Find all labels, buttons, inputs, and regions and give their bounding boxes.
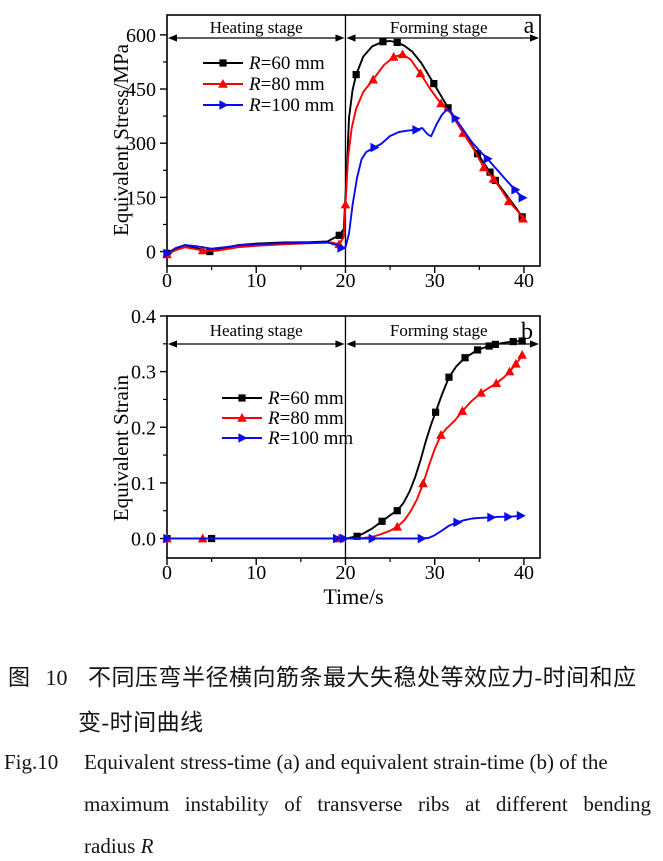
caption-radius-text: radius xyxy=(84,834,141,858)
x-tick-label: 30 xyxy=(425,270,445,292)
stage-annotation-b: Heating stage Forming stage b xyxy=(168,316,539,558)
x-tick-label: 10 xyxy=(246,270,266,292)
x-tick-label: 20 xyxy=(335,270,355,292)
legend-a: R=60 mmR=80 mmR=100 mm xyxy=(203,53,334,116)
y-tick-label: 150 xyxy=(126,187,156,209)
stage-label-forming: Forming stage xyxy=(390,321,488,340)
x-tick-label: 40 xyxy=(514,562,534,584)
y-axis-title: Equivalent Strain xyxy=(109,374,133,521)
caption-radius-symbol: R xyxy=(140,834,154,858)
legend-entry-label: R=60 mm xyxy=(248,53,325,74)
x-tick-label: 30 xyxy=(425,562,445,584)
y-tick-label: 600 xyxy=(126,25,156,47)
x-tick-label: 10 xyxy=(246,562,266,584)
y-tick-label: 300 xyxy=(126,133,156,155)
legend-b: R=60 mmR=80 mmR=100 mm xyxy=(222,388,353,449)
x-tick-label: 0 xyxy=(162,270,172,292)
stage-label-forming: Forming stage xyxy=(390,18,488,37)
legend-entry-label: R=100 mm xyxy=(248,95,334,116)
y-tick-label: 0.3 xyxy=(131,362,156,384)
axes-b: 0.0 0.1 0.2 0.3 0.4 0 10 20 30 40 xyxy=(131,306,534,584)
legend-entry-label: R=80 mm xyxy=(248,74,325,95)
panel-label-a: a xyxy=(524,13,535,39)
chart-panel-a: 0 150 300 450 600 0 10 20 30 40 Equivalent Stress/… xyxy=(109,13,541,292)
stage-label-heating: Heating stage xyxy=(210,321,303,340)
series-R-100-mm xyxy=(163,510,526,544)
x-tick-label: 0 xyxy=(162,562,172,584)
stage-label-heating: Heating stage xyxy=(210,18,303,37)
caption-zh-line2: 变-时间曲线 xyxy=(78,710,204,735)
caption-zh-line1: 不同压弯半径横向筋条最大失稳处等效应力-时间和应 xyxy=(88,665,637,690)
y-tick-label: 0.4 xyxy=(131,306,156,328)
caption-en-line1: Equivalent stress-time (a) and equivalen… xyxy=(84,750,608,774)
caption-en-line2: maximum instability of transverse ribs a… xyxy=(84,792,651,816)
caption-en-line3: radius R xyxy=(84,834,153,859)
y-tick-label: 450 xyxy=(126,79,156,101)
legend-entry-label: R=80 mm xyxy=(267,408,344,429)
legend-entry-label: R=100 mm xyxy=(267,428,353,449)
stage-annotation-a: Heating stage Forming stage a xyxy=(168,13,539,266)
plot-frame xyxy=(166,315,541,559)
caption-en-label: Fig.10 xyxy=(4,750,59,774)
x-axis-title: Time/s xyxy=(323,584,383,609)
axes-a: 0 150 300 450 600 0 10 20 30 40 xyxy=(126,25,534,292)
caption-zh-label: 图 10 xyxy=(8,665,68,690)
x-tick-label: 20 xyxy=(335,562,355,584)
y-axis-title: Equivalent Stress/MPa xyxy=(109,43,133,236)
series-R-80-mm xyxy=(162,49,528,259)
plot-frame xyxy=(166,14,541,267)
y-tick-label: 0 xyxy=(146,242,156,264)
x-tick-label: 40 xyxy=(514,270,534,292)
y-tick-label: 0.1 xyxy=(131,473,156,495)
chart-panel-b: 0.0 0.1 0.2 0.3 0.4 0 10 20 30 40 Equivalent Strai… xyxy=(109,306,541,609)
series-R-100-mm xyxy=(163,109,528,259)
y-tick-label: 0.0 xyxy=(131,529,156,551)
y-tick-label: 0.2 xyxy=(131,417,156,439)
legend-entry-label: R=60 mm xyxy=(267,388,344,409)
